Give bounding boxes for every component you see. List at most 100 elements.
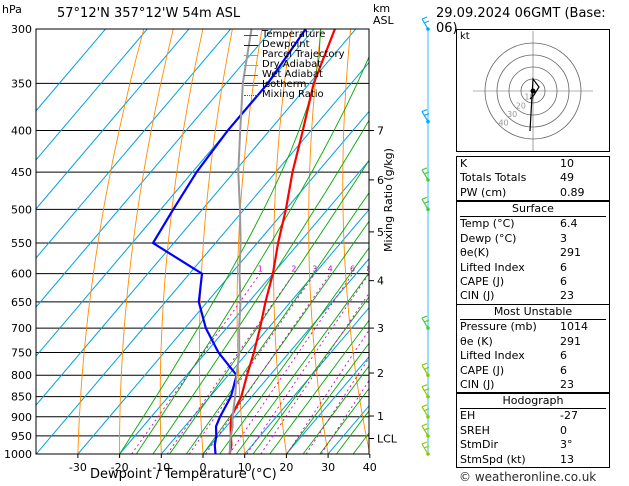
row-label: θe (K) [460, 334, 493, 348]
wet-adiabat-line [152, 119, 369, 454]
row-value: 6.4 [560, 217, 578, 231]
km-label: km [373, 2, 391, 15]
table-title: Hodograph [502, 394, 564, 407]
table-row: PW (cm) 0.89 [457, 186, 609, 200]
legend-label: Temperature [262, 29, 326, 40]
table-row: CIN (J) 23 [457, 289, 609, 303]
hodograph-ring-label: 30 [507, 110, 517, 119]
row-label: PW (cm) [460, 185, 507, 199]
mixing-ratio-tick-label: 15 [402, 265, 412, 274]
mixing-ratio-tick-label: 3 [312, 265, 317, 274]
row-value: 0.89 [560, 185, 585, 199]
isotherm-line [36, 29, 274, 308]
row-value: 23 [560, 289, 574, 303]
table-row: StmDir 3° [457, 438, 609, 452]
isotherm-line [36, 29, 107, 112]
mixing-ratio-tick-label: 2 [291, 265, 296, 274]
row-value: 3° [560, 438, 573, 452]
asl-label: ASL [373, 14, 394, 27]
mixing-ratio-tick-label: 4 [328, 265, 333, 274]
table-row: K 10 [457, 157, 609, 171]
chart-legend: Temperature Dewpoint Parcel Trajectory Dry … [244, 30, 345, 100]
height-tick-label: LCL [377, 432, 398, 445]
row-value: 13 [560, 452, 574, 466]
height-tick-label: 2 [377, 367, 384, 380]
row-label: CIN (J) [460, 289, 495, 303]
mixing-ratio-line [228, 273, 353, 454]
row-value: 23 [560, 377, 574, 391]
wet-adiabat-line [185, 192, 369, 454]
mixing-ratio-tick-label: 10 [377, 265, 387, 274]
row-value: 10 [560, 157, 574, 170]
hodograph-ring-label: 10 [524, 93, 534, 102]
wet-adiabat-line [219, 247, 369, 454]
row-label: Temp (°C) [460, 217, 515, 231]
legend-label: Parcel Trajectory [262, 49, 345, 60]
table-row: θe(K) 291 [457, 246, 609, 260]
hodograph-ring-label: 20 [516, 101, 526, 110]
isotherm-line [77, 110, 369, 454]
temperature-tick-label: 0 [200, 461, 207, 474]
row-value: 6 [560, 363, 567, 377]
wind-barb [421, 362, 430, 376]
row-label: CAPE (J) [460, 274, 505, 288]
table-row: EH -27 [457, 409, 609, 423]
height-tick-label: 6 [377, 174, 384, 187]
isotherm-line [118, 159, 369, 454]
dry-adiabat-line [611, 0, 629, 471]
datetime-label: 29.09.2024 06GMT (Base: 06) [436, 6, 606, 36]
legend-swatch [244, 64, 258, 66]
row-value: 3 [560, 231, 567, 245]
legend-swatch [244, 74, 258, 76]
table-row: Pressure (mb) 1014 [457, 320, 609, 334]
row-value: 6 [560, 274, 567, 288]
pressure-tick-label: 700 [11, 322, 32, 335]
dry-adiabat-line [198, 29, 233, 454]
temperature-tick-label: 30 [321, 461, 335, 474]
mixing-ratio-tick-label: 6 [350, 265, 355, 274]
legend-item: Wet Adiabat [244, 70, 345, 80]
table-row: SREH 0 [457, 424, 609, 438]
pressure-tick-label: 550 [11, 237, 32, 250]
wind-barb [421, 16, 430, 30]
wind-barb [421, 384, 430, 397]
mixing-ratio-tick-label: 8 [367, 265, 372, 274]
row-label: Dewp (°C) [460, 231, 517, 245]
temperature-tick-label: -20 [111, 461, 129, 474]
pressure-tick-label: 500 [11, 203, 32, 216]
row-label: EH [460, 409, 476, 423]
dry-adiabat-line [119, 29, 174, 454]
legend-label: Wet Adiabat [262, 69, 323, 80]
mixing-ratio-line [205, 273, 331, 454]
pressure-tick-label: 800 [11, 369, 32, 382]
table-row: CAPE (J) 6 [457, 364, 609, 378]
legend-item: Dry Adiabat [244, 60, 345, 70]
wet-adiabat-line [269, 319, 369, 454]
storm-motion-marker [530, 88, 536, 94]
mixing-ratio-tick-label: 1 [258, 265, 263, 274]
table-title: Most Unstable [493, 305, 573, 318]
legend-item: Temperature [244, 30, 345, 40]
pressure-unit-label: hPa [2, 3, 22, 16]
legend-label: Dry Adiabat [262, 59, 322, 70]
table-row: θe (K) 291 [457, 335, 609, 349]
pressure-tick-label: 450 [11, 166, 32, 179]
row-value: -27 [560, 409, 578, 423]
height-tick-label: 7 [377, 125, 384, 138]
row-label: StmSpd (kt) [460, 452, 526, 466]
temperature-tick-label: 20 [279, 461, 293, 474]
temperature-tick-label: 10 [238, 461, 252, 474]
mixing-ratio-line [188, 273, 316, 454]
pressure-tick-label: 600 [11, 268, 32, 281]
row-value: 0 [560, 423, 567, 437]
indices-table: K 10 Totals Totals 49 PW (cm) 0.89 [456, 156, 610, 202]
wet-adiabat-line [302, 365, 369, 454]
dry-adiabat-line [408, 0, 458, 471]
table-row: Lifted Index 6 [457, 349, 609, 363]
wind-barb [421, 196, 430, 210]
table-row: Dewp (°C) 3 [457, 232, 609, 246]
temperature-tick-label: -10 [152, 461, 170, 474]
isotherm-line [36, 29, 315, 357]
isotherm-line [202, 257, 369, 454]
